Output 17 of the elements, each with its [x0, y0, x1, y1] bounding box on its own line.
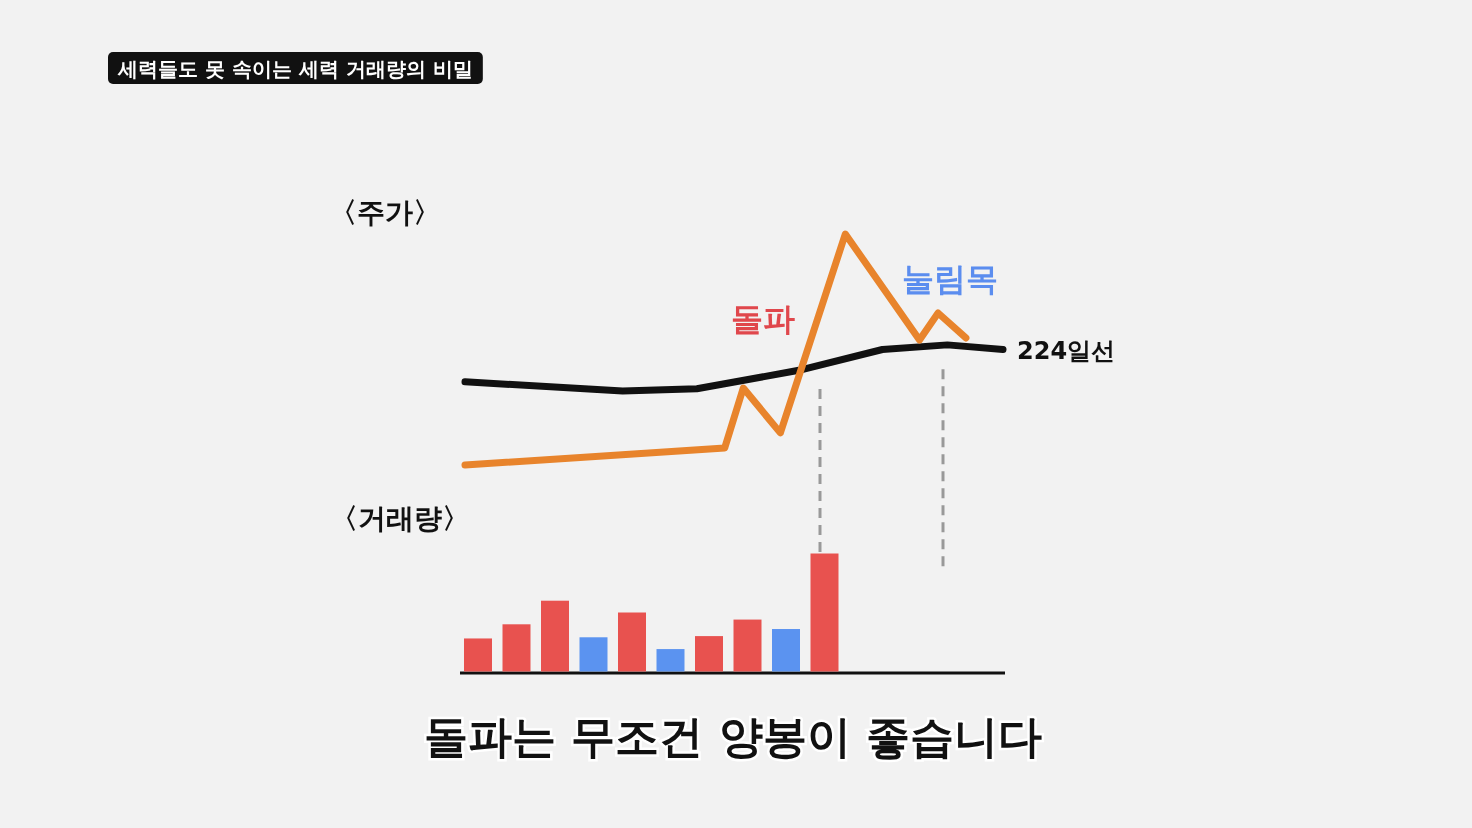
text: 세력들도 못 속이는 세력 거래량의 비밀	[117, 57, 473, 81]
bar	[810, 553, 839, 672]
annotation: 돌파	[731, 300, 795, 338]
bar	[695, 636, 723, 672]
bar	[772, 629, 800, 672]
bar	[733, 619, 762, 672]
chart-title: 〈거래량〉	[330, 502, 470, 535]
bar	[579, 637, 608, 672]
bar	[656, 649, 685, 672]
bar	[464, 638, 492, 672]
bar	[502, 624, 531, 672]
bar	[618, 612, 646, 672]
bar	[541, 600, 569, 672]
series-label: 224일선	[1017, 336, 1116, 365]
annotation: 눌림목	[902, 260, 998, 298]
text: 돌파는 무조건 양봉이 좋습니다	[424, 711, 1042, 762]
chart-title: 〈주가〉	[329, 196, 441, 229]
